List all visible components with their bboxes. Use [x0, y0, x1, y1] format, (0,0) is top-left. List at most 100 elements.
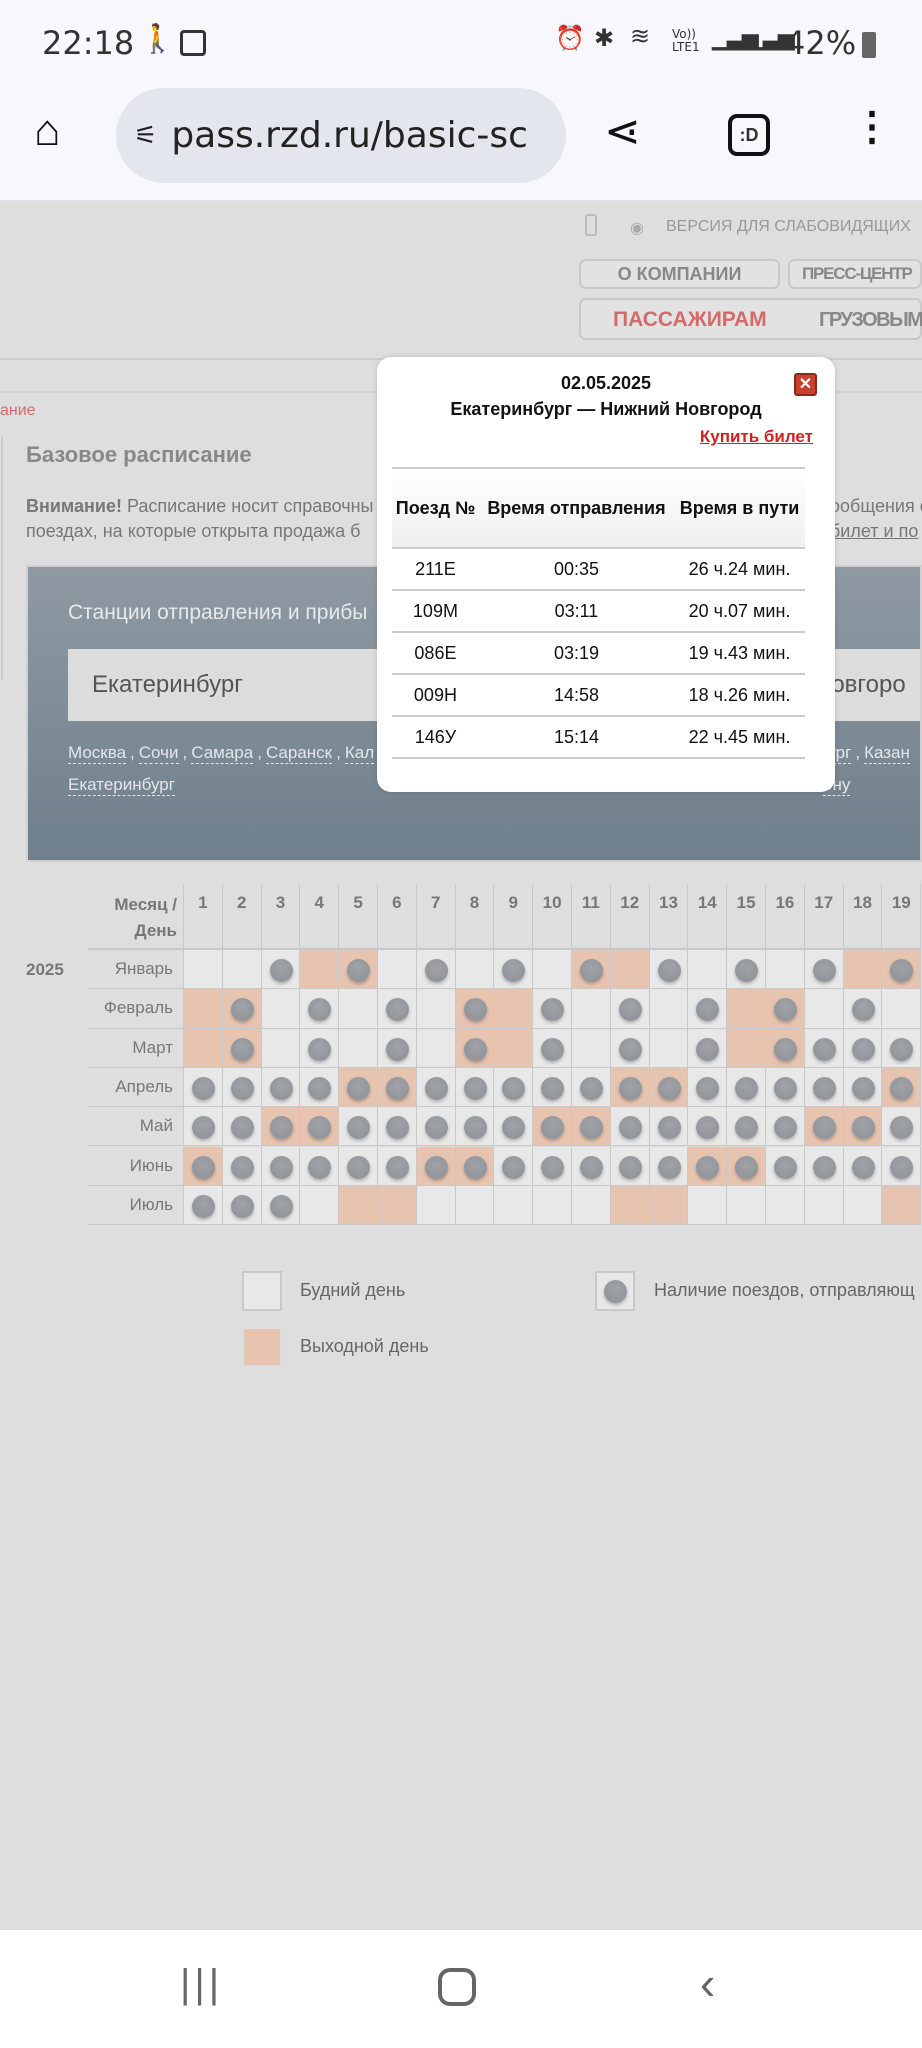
weekday-day-cell[interactable] — [572, 1067, 611, 1108]
weekday-day-cell[interactable] — [261, 950, 301, 990]
weekday-day-cell[interactable] — [804, 1028, 844, 1068]
address-bar[interactable]: ⚟ pass.rzd.ru/basic-sc — [116, 88, 566, 183]
weekend-day-cell[interactable] — [766, 989, 805, 1029]
weekend-day-cell[interactable] — [222, 1028, 262, 1068]
weekday-day-cell[interactable] — [649, 1146, 689, 1186]
suggestion-link[interactable]: Казан — [864, 743, 910, 764]
weekday-day-cell[interactable] — [339, 1107, 378, 1147]
weekday-day-cell[interactable] — [533, 1067, 572, 1108]
weekday-day-cell[interactable] — [184, 1107, 223, 1147]
weekend-day-cell[interactable] — [455, 1028, 495, 1068]
suggestion-link[interactable]: Саранск — [265, 743, 333, 764]
weekday-day-cell[interactable] — [688, 1028, 728, 1068]
weekday-day-cell[interactable] — [688, 1107, 728, 1147]
weekend-day-cell[interactable] — [688, 1146, 728, 1186]
attention-link[interactable]: билет и по — [830, 521, 919, 541]
weekday-day-cell[interactable] — [610, 989, 650, 1029]
suggestion-link[interactable]: Сочи — [138, 743, 179, 764]
weekend-day-cell[interactable] — [455, 989, 495, 1029]
train-row[interactable]: 109М 03:11 20 ч.07 мин. — [392, 590, 805, 633]
weekend-day-cell[interactable] — [184, 1146, 223, 1186]
weekday-day-cell[interactable] — [843, 1067, 883, 1108]
weekend-day-cell[interactable] — [610, 1067, 650, 1108]
weekday-day-cell[interactable] — [416, 1067, 456, 1108]
weekday-day-cell[interactable] — [455, 1107, 495, 1147]
weekend-day-cell[interactable] — [804, 1107, 844, 1147]
nav-freight[interactable]: ГРУЗОВЫМ — [819, 309, 922, 331]
share-icon[interactable]: ⋖ — [604, 107, 641, 156]
weekday-day-cell[interactable] — [222, 1185, 262, 1226]
weekday-day-cell[interactable] — [649, 950, 689, 990]
weekday-day-cell[interactable] — [727, 1067, 766, 1108]
weekday-day-cell[interactable] — [882, 1146, 922, 1186]
weekday-day-cell[interactable] — [416, 1107, 456, 1147]
weekday-day-cell[interactable] — [533, 989, 572, 1029]
weekday-day-cell[interactable] — [572, 1146, 611, 1186]
weekday-day-cell[interactable] — [300, 989, 340, 1029]
weekday-day-cell[interactable] — [804, 1067, 844, 1108]
weekday-day-cell[interactable] — [300, 1028, 340, 1068]
home-icon[interactable]: ⌂ — [34, 106, 61, 155]
weekday-day-cell[interactable] — [378, 1107, 417, 1147]
weekend-day-cell[interactable] — [843, 1107, 883, 1147]
weekday-day-cell[interactable] — [804, 950, 844, 990]
eye-icon[interactable]: ◉ — [630, 220, 644, 237]
weekend-day-cell[interactable] — [572, 1107, 611, 1147]
weekend-day-cell[interactable] — [882, 1067, 922, 1108]
weekend-day-cell[interactable] — [882, 950, 922, 990]
weekday-day-cell[interactable] — [766, 1107, 805, 1147]
train-row[interactable]: 009Н 14:58 18 ч.26 мин. — [392, 674, 805, 717]
breadcrumb[interactable]: ание — [0, 402, 36, 419]
weekday-day-cell[interactable] — [378, 989, 417, 1029]
weekday-day-cell[interactable] — [882, 1028, 922, 1068]
buy-ticket-link[interactable]: Купить билет — [699, 427, 813, 446]
weekday-day-cell[interactable] — [727, 1107, 766, 1147]
weekday-day-cell[interactable] — [533, 1028, 572, 1068]
weekday-day-cell[interactable] — [261, 1146, 301, 1186]
nav-press[interactable]: ПРЕСС-ЦЕНТР — [788, 259, 922, 289]
weekday-day-cell[interactable] — [766, 1067, 805, 1108]
close-icon[interactable]: ✕ — [794, 373, 817, 396]
weekday-day-cell[interactable] — [184, 1067, 223, 1108]
suggestion-link[interactable]: Самара — [191, 743, 254, 764]
tab-switcher-button[interactable]: :D — [728, 114, 770, 156]
weekend-day-cell[interactable] — [766, 1028, 805, 1068]
weekend-day-cell[interactable] — [649, 1067, 689, 1108]
weekday-day-cell[interactable] — [222, 1146, 262, 1186]
weekend-day-cell[interactable] — [300, 1107, 340, 1147]
weekday-day-cell[interactable] — [882, 1107, 922, 1147]
weekday-day-cell[interactable] — [533, 1146, 572, 1186]
weekday-day-cell[interactable] — [610, 1107, 650, 1147]
accessibility-link[interactable]: ВЕРСИЯ ДЛЯ СЛАБОВИДЯЩИХ — [666, 218, 911, 235]
weekend-day-cell[interactable] — [533, 1107, 572, 1147]
weekday-day-cell[interactable] — [843, 1146, 883, 1186]
weekday-day-cell[interactable] — [494, 950, 534, 990]
weekend-day-cell[interactable] — [572, 950, 611, 990]
weekday-day-cell[interactable] — [494, 1107, 534, 1147]
url-text[interactable]: pass.rzd.ru/basic-sc — [171, 115, 528, 156]
train-row[interactable]: 146У 15:14 22 ч.45 мин. — [392, 716, 805, 759]
suggestion-link[interactable]: Екатеринбург — [68, 775, 175, 796]
weekday-day-cell[interactable] — [843, 989, 883, 1029]
weekday-day-cell[interactable] — [378, 1146, 417, 1186]
weekday-day-cell[interactable] — [610, 1146, 650, 1186]
weekday-day-cell[interactable] — [610, 1028, 650, 1068]
weekday-day-cell[interactable] — [649, 1107, 689, 1147]
weekday-day-cell[interactable] — [339, 1146, 378, 1186]
recent-apps-icon[interactable]: ||| — [180, 1962, 224, 2006]
home-button-icon[interactable] — [438, 1968, 476, 2006]
back-icon[interactable]: ‹ — [700, 1957, 716, 2009]
weekend-day-cell[interactable] — [455, 1146, 495, 1186]
weekday-day-cell[interactable] — [222, 1067, 262, 1108]
weekday-day-cell[interactable] — [843, 1028, 883, 1068]
train-row[interactable]: 086Е 03:19 19 ч.43 мин. — [392, 632, 805, 675]
weekend-day-cell[interactable] — [339, 950, 378, 990]
weekday-day-cell[interactable] — [184, 1185, 223, 1226]
weekend-day-cell[interactable] — [378, 1067, 417, 1108]
weekday-day-cell[interactable] — [494, 1146, 534, 1186]
site-settings-icon[interactable]: ⚟ — [134, 120, 158, 150]
weekday-day-cell[interactable] — [766, 1146, 805, 1186]
nav-passengers[interactable]: ПАССАЖИРАМ — [613, 308, 767, 331]
weekday-day-cell[interactable] — [300, 1146, 340, 1186]
weekend-day-cell[interactable] — [261, 1107, 301, 1147]
